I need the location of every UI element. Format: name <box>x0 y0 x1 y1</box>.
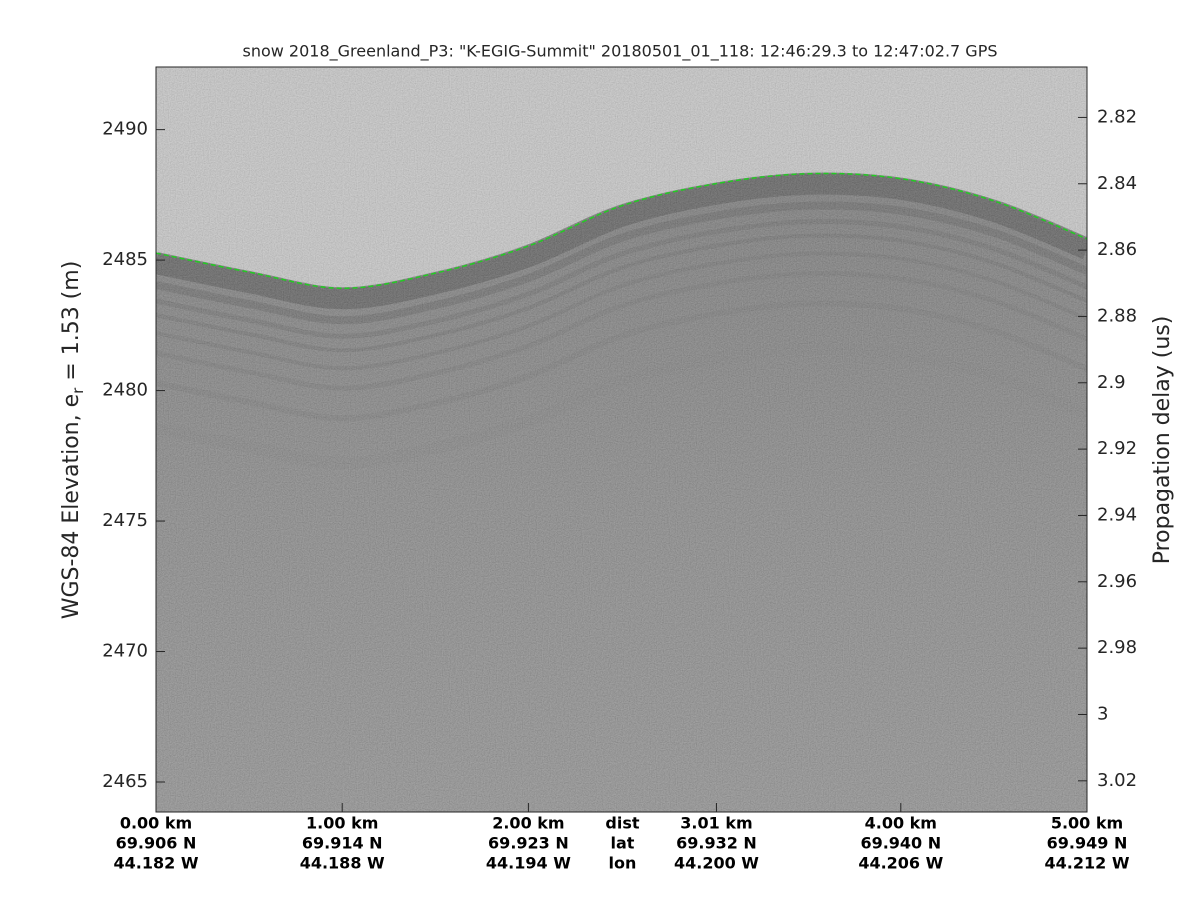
y2-tick-label: 2.94 <box>1097 504 1137 525</box>
lat-label: 69.906 N <box>116 834 197 853</box>
y2-tick-label: 2.92 <box>1097 438 1137 459</box>
y-tick-label: 2475 <box>102 510 148 531</box>
y2-tick-label: 3.02 <box>1097 770 1137 791</box>
row-label: dist <box>605 814 639 833</box>
y2-tick-label: 2.98 <box>1097 637 1137 658</box>
y2-axis-label: Propagation delay (us) <box>1150 316 1175 565</box>
lat-label: 69.932 N <box>676 834 757 853</box>
y-label-part: = 1.53 (m) <box>59 261 84 388</box>
y2-tick-label: 2.9 <box>1097 372 1126 393</box>
y2-tick-label: 2.96 <box>1097 571 1137 592</box>
row-label: lon <box>608 854 636 873</box>
x-tick-label: 1.00 km <box>306 814 378 833</box>
x-tick-label: 4.00 km <box>865 814 937 833</box>
lon-label: 44.188 W <box>300 854 385 873</box>
y-tick-label: 2470 <box>102 641 148 662</box>
x-tick-label: 3.01 km <box>680 814 752 833</box>
lon-label: 44.212 W <box>1045 854 1130 873</box>
lon-label: 44.194 W <box>486 854 571 873</box>
speckle <box>156 67 1087 812</box>
plot-frame <box>155 66 1088 813</box>
lat-label: 69.914 N <box>302 834 383 853</box>
lat-label: 69.940 N <box>860 834 941 853</box>
y2-tick-label: 2.82 <box>1097 106 1137 127</box>
lon-label: 44.182 W <box>114 854 199 873</box>
y-label-part: WGS-84 Elevation, e <box>59 394 84 619</box>
x-tick-label: 5.00 km <box>1051 814 1123 833</box>
y-axis-label: WGS-84 Elevation, er = 1.53 (m) <box>59 261 87 620</box>
x-tick-label: 2.00 km <box>492 814 564 833</box>
y2-tick-label: 2.84 <box>1097 173 1137 194</box>
row-label: lat <box>610 834 634 853</box>
plot-area <box>156 67 1087 812</box>
y-tick-label: 2485 <box>102 249 148 270</box>
y2-tick-label: 2.86 <box>1097 239 1137 260</box>
y-tick-label: 2480 <box>102 380 148 401</box>
y2-tick-label: 3 <box>1097 703 1108 724</box>
surface-line <box>156 172 1087 290</box>
y-tick-label: 2490 <box>102 119 148 140</box>
y-label-subscript: r <box>69 387 87 394</box>
chart-title: snow 2018_Greenland_P3: "K-EGIG-Summit" … <box>242 42 997 62</box>
lon-label: 44.206 W <box>858 854 943 873</box>
lat-label: 69.923 N <box>488 834 569 853</box>
x-tick-label: 0.00 km <box>120 814 192 833</box>
lat-label: 69.949 N <box>1047 834 1128 853</box>
y-tick-label: 2465 <box>102 771 148 792</box>
lon-label: 44.200 W <box>674 854 759 873</box>
y2-tick-label: 2.88 <box>1097 305 1137 326</box>
